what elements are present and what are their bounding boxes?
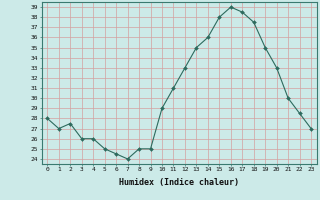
X-axis label: Humidex (Indice chaleur): Humidex (Indice chaleur) [119,178,239,187]
